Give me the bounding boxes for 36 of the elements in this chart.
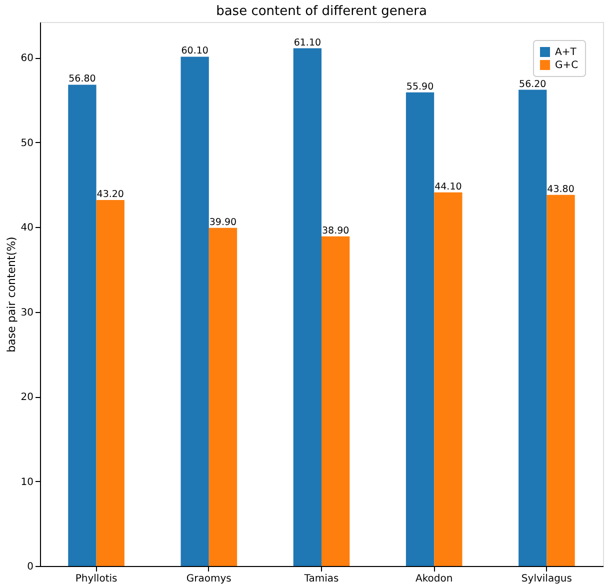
x-tick-label: Tamias [303, 574, 339, 584]
data-label: 38.90 [322, 225, 350, 236]
legend-label: A+T [555, 47, 578, 58]
y-tick-label: 60 [20, 53, 34, 64]
bar [518, 90, 547, 566]
bar [322, 236, 350, 566]
bar [180, 56, 209, 566]
x-tick-label: Sylvilagus [521, 574, 572, 584]
x-tick-label: Phyllotis [75, 574, 118, 584]
data-label: 43.20 [96, 188, 124, 200]
bar [434, 192, 462, 566]
y-tick-label: 20 [20, 392, 34, 404]
data-label: 60.10 [181, 46, 208, 57]
bar [208, 228, 238, 566]
bar [68, 84, 96, 566]
x-tick-label: Akodon [416, 574, 453, 584]
y-tick-label: 0 [27, 562, 34, 572]
legend-label: G+C [555, 60, 578, 71]
data-label: 56.20 [519, 78, 546, 90]
y-tick-label: 50 [20, 138, 34, 149]
data-label: 44.10 [434, 181, 462, 192]
bar [96, 200, 124, 566]
data-label: 61.10 [294, 37, 322, 48]
x-tick-label: Graomys [186, 574, 232, 584]
bar [546, 194, 575, 566]
data-label: 56.80 [68, 74, 96, 85]
data-label: 55.90 [406, 81, 434, 92]
y-tick-label: 40 [20, 222, 34, 234]
data-label: 39.90 [209, 216, 237, 228]
bar [406, 92, 434, 566]
chart-title: base content of different genera [216, 4, 427, 19]
bar [293, 48, 322, 566]
y-tick-label: 10 [20, 476, 34, 488]
data-label: 43.80 [547, 184, 574, 195]
y-axis-title: base pair content(%) [4, 236, 18, 352]
y-tick-label: 30 [20, 307, 34, 318]
